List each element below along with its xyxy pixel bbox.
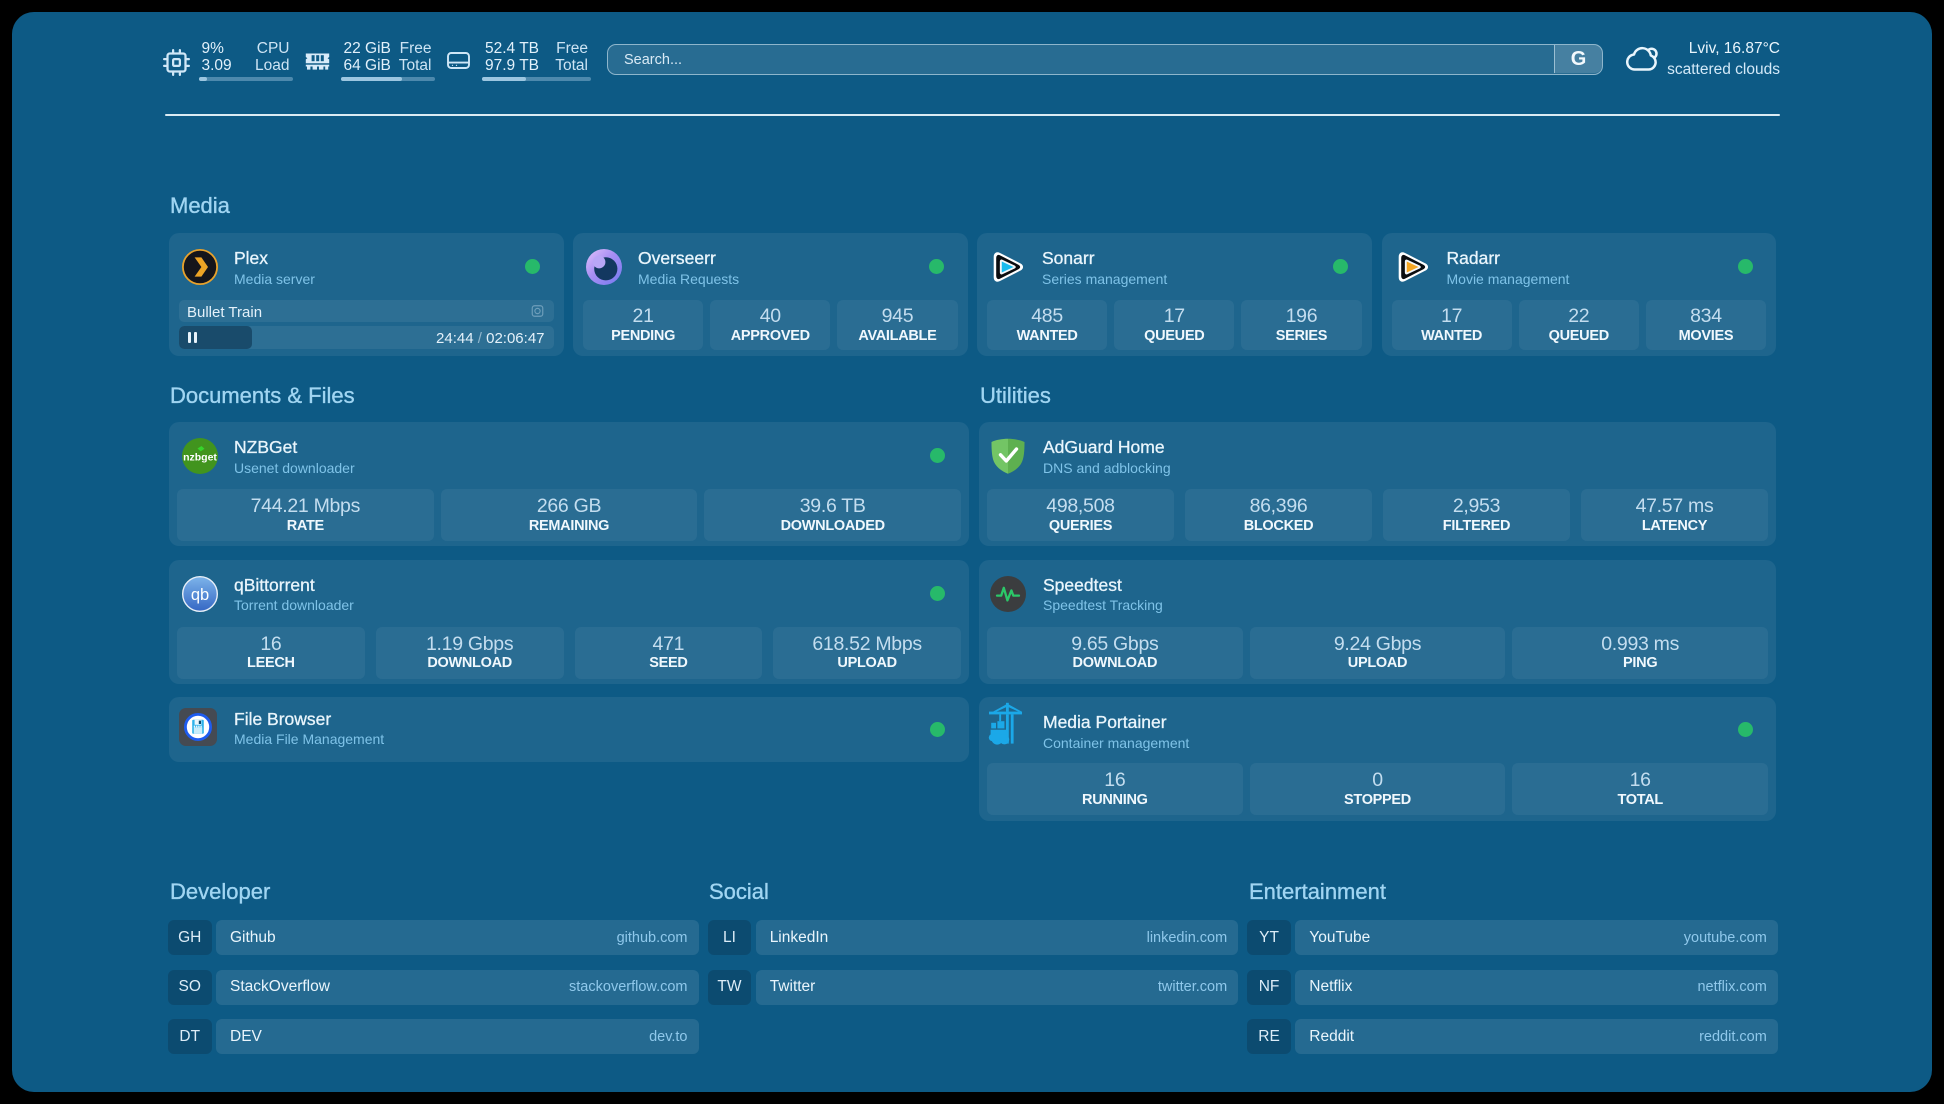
- svg-text:nzbget: nzbget: [183, 452, 217, 464]
- svg-text:qb: qb: [191, 586, 209, 604]
